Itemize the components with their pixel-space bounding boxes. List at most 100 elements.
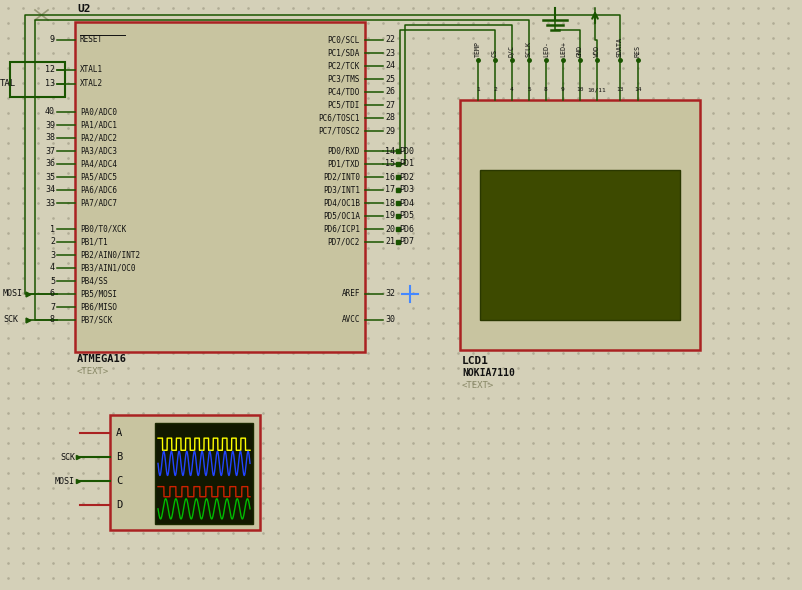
Point [302, 198, 314, 208]
Bar [75, 22, 365, 352]
Point [62, 213, 75, 222]
Point [631, 423, 644, 432]
Point [91, 18, 104, 28]
Point [766, 48, 779, 58]
Point [421, 109, 434, 118]
Point [211, 33, 224, 42]
Point [436, 438, 449, 448]
Point [226, 573, 239, 583]
Point [780, 483, 793, 493]
Point [481, 138, 494, 148]
Point [302, 558, 314, 568]
Point [691, 48, 703, 58]
Point [421, 528, 434, 537]
Point [136, 109, 149, 118]
Point [735, 333, 748, 343]
Point [646, 93, 658, 103]
Point [76, 93, 89, 103]
Point [31, 543, 44, 553]
Point [302, 423, 314, 432]
Point [76, 18, 89, 28]
Point [451, 258, 464, 268]
Point [466, 213, 479, 222]
Point [257, 138, 269, 148]
Point [751, 468, 764, 478]
Point [2, 183, 14, 193]
Point [211, 93, 224, 103]
Point [271, 378, 284, 388]
Point [706, 438, 719, 448]
Point [631, 348, 644, 358]
Point [451, 499, 464, 508]
Point [31, 18, 44, 28]
Text: 23: 23 [384, 48, 395, 57]
Point [166, 423, 179, 432]
Point [481, 109, 494, 118]
Point [541, 453, 553, 463]
Point [496, 18, 508, 28]
Point [136, 363, 149, 373]
Point [646, 558, 658, 568]
Point [646, 228, 658, 238]
Point [226, 423, 239, 432]
Text: 30: 30 [384, 316, 395, 325]
Point [361, 213, 374, 222]
Point [646, 394, 658, 403]
Point [661, 153, 674, 163]
Point [676, 273, 689, 283]
Point [466, 4, 479, 13]
Point [391, 453, 404, 463]
Point [496, 499, 508, 508]
Point [541, 78, 553, 88]
Point [286, 378, 299, 388]
Point [107, 528, 119, 537]
Point [391, 333, 404, 343]
Point [361, 63, 374, 73]
Point [152, 18, 164, 28]
Point [152, 394, 164, 403]
Point [780, 168, 793, 178]
Point [616, 123, 629, 133]
Point [676, 348, 689, 358]
Point [47, 318, 59, 327]
Point [436, 273, 449, 283]
Point [91, 198, 104, 208]
Point [556, 4, 569, 13]
Point [302, 573, 314, 583]
Point [735, 543, 748, 553]
Point [76, 109, 89, 118]
Point [421, 243, 434, 253]
Point [706, 558, 719, 568]
Point [721, 273, 734, 283]
Point [196, 243, 209, 253]
Point [241, 243, 254, 253]
Point [541, 378, 553, 388]
Point [391, 558, 404, 568]
Point [166, 438, 179, 448]
Point [481, 243, 494, 253]
Point [376, 93, 389, 103]
Point [91, 78, 104, 88]
Point [196, 363, 209, 373]
Point [136, 213, 149, 222]
Point [616, 258, 629, 268]
Point [196, 543, 209, 553]
Point [211, 303, 224, 313]
Point [346, 483, 359, 493]
Point [691, 483, 703, 493]
Point [376, 513, 389, 523]
Point [361, 333, 374, 343]
Point [17, 138, 30, 148]
Point [211, 273, 224, 283]
Point [541, 558, 553, 568]
Point [780, 318, 793, 327]
Point [166, 573, 179, 583]
Point [211, 78, 224, 88]
Point [361, 468, 374, 478]
Point [181, 499, 194, 508]
Point [585, 243, 598, 253]
Point [107, 198, 119, 208]
Point [346, 499, 359, 508]
Point [526, 93, 539, 103]
Point [226, 453, 239, 463]
